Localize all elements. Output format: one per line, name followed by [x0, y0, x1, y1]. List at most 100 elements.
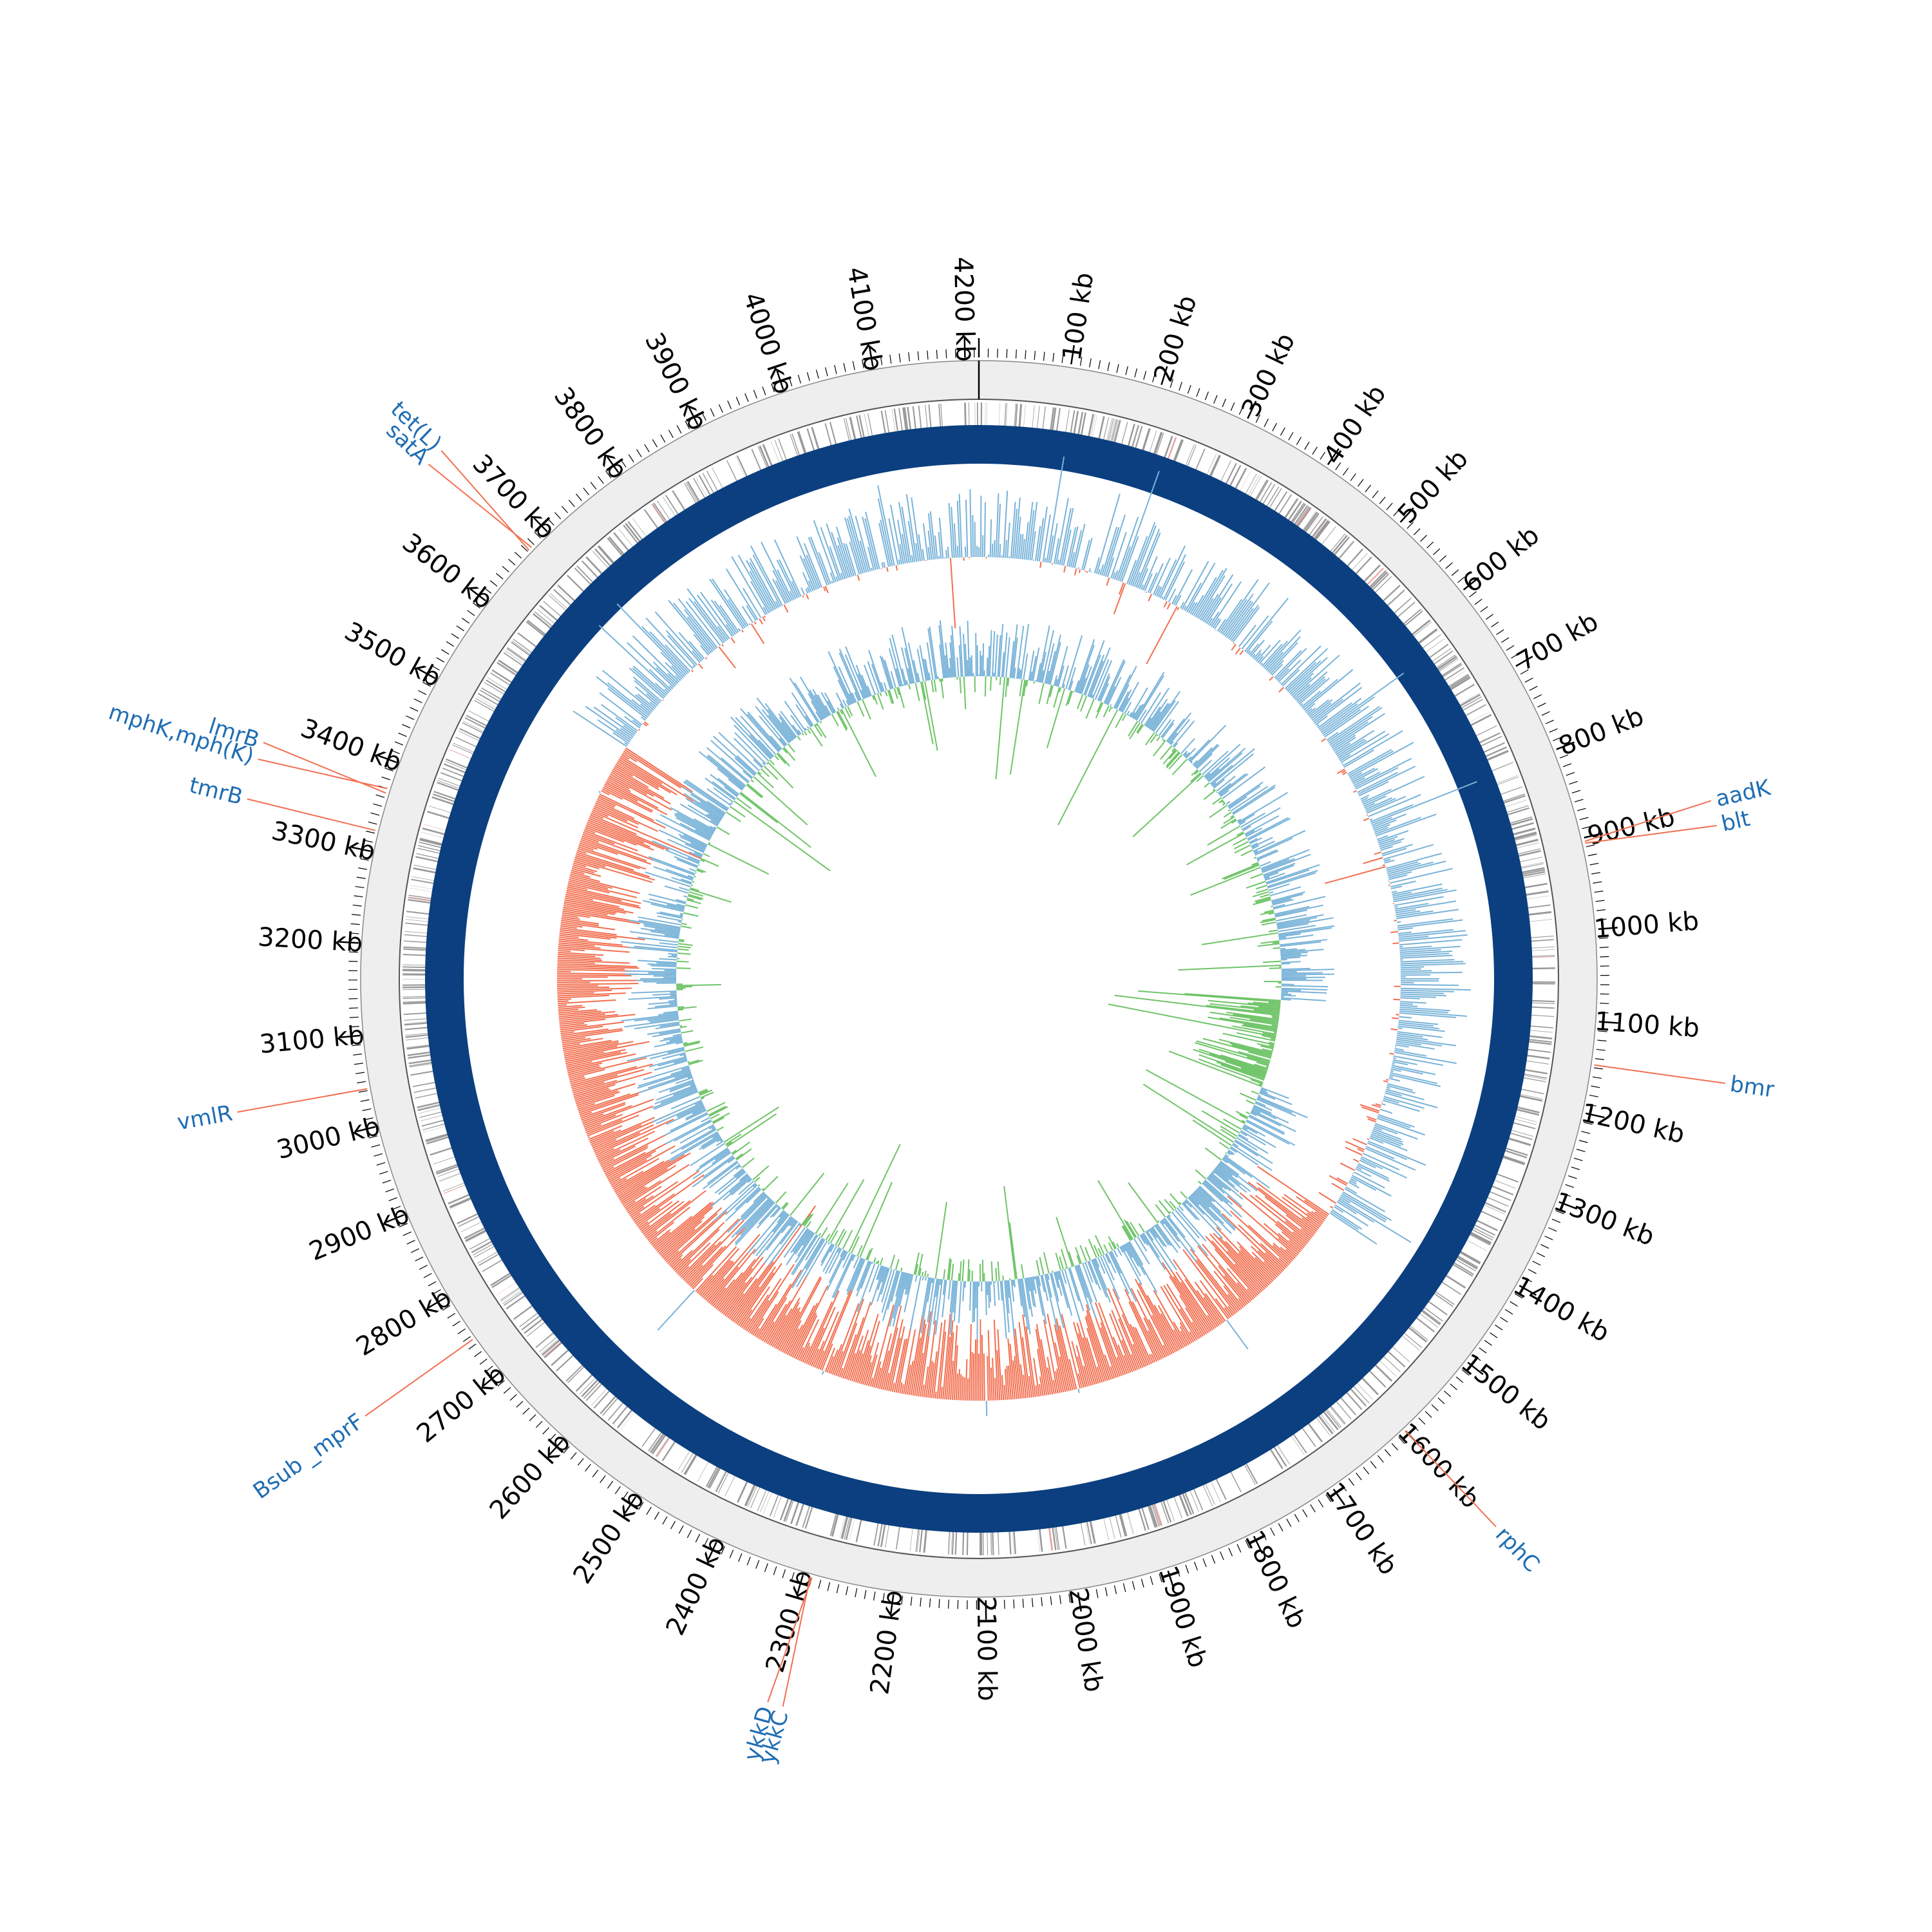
gc-skew-bar — [1234, 844, 1251, 854]
gc-content-bar — [1146, 1294, 1178, 1352]
gc-skew-bar — [838, 649, 862, 701]
gc-skew-bar — [1229, 1147, 1237, 1153]
gc-skew-bar — [643, 923, 681, 931]
minor-tick — [1490, 1332, 1498, 1338]
gc-skew-bar — [1164, 1217, 1179, 1236]
gc-skew-bar — [1249, 1114, 1285, 1133]
gc-skew-bar — [744, 1195, 768, 1220]
gc-content-bar — [916, 1352, 924, 1396]
gc-content-bar — [1209, 611, 1220, 627]
minor-tick — [1426, 541, 1434, 549]
gc-skew-bar — [1138, 990, 1281, 1003]
gc-content-bar — [837, 537, 851, 578]
gc-content-bar — [1038, 1384, 1042, 1396]
gc-content-bar — [1016, 516, 1021, 559]
gc-content-bar — [1334, 743, 1351, 753]
gc-content-bar — [1048, 535, 1054, 564]
gc-skew-bar — [1048, 634, 1061, 685]
gc-content-bar — [1390, 1070, 1394, 1072]
major-tick — [797, 1575, 804, 1594]
gc-skew-bar — [1068, 1267, 1080, 1302]
gc-content-bar — [557, 972, 638, 975]
gc-skew-bar — [901, 668, 907, 685]
gc-skew-bar — [1280, 948, 1298, 951]
gc-content-bar — [781, 1278, 822, 1353]
gc-content-bar — [1387, 1083, 1413, 1091]
gc-content-bar — [570, 873, 600, 882]
gc-skew-bar — [683, 793, 723, 819]
gc-skew-bar — [1251, 1090, 1260, 1095]
gc-content-bar — [755, 1303, 777, 1338]
gc-content-bar — [1361, 1156, 1408, 1179]
minor-tick — [1568, 1175, 1577, 1179]
gc-content-bar — [1387, 860, 1446, 876]
gc-content-bar — [831, 580, 833, 584]
gc-content-bar — [1036, 518, 1045, 562]
gc-skew-bar — [1256, 849, 1277, 860]
gc-skew-bar — [739, 1173, 748, 1181]
gc-content-bar — [557, 980, 647, 981]
gc-skew-bar — [681, 1066, 690, 1070]
gc-content-bar — [569, 1075, 585, 1081]
gc-skew-bar — [647, 1005, 677, 1010]
minor-tick — [375, 794, 385, 798]
gc-skew-bar — [993, 1281, 996, 1306]
minor-tick — [678, 1525, 684, 1534]
gc-content-bar — [598, 791, 601, 793]
gc-content-bar — [1359, 1104, 1380, 1112]
gc-skew-bar — [891, 634, 906, 686]
gc-content-bar — [1341, 770, 1347, 774]
gc-skew-bar — [713, 1182, 756, 1222]
gc-skew-bar — [1237, 1135, 1269, 1154]
gc-content-bar — [1128, 1302, 1158, 1362]
gc-skew-bar — [762, 762, 766, 766]
gc-content-bar — [618, 1168, 668, 1199]
gc-skew-bar — [1260, 940, 1280, 944]
gc-skew-bar — [1158, 719, 1172, 736]
gc-skew-bar — [735, 1198, 772, 1236]
minor-tick — [729, 1549, 734, 1558]
gc-content-bar — [635, 694, 654, 711]
gc-skew-bar — [949, 642, 954, 677]
gc-skew-bar — [1012, 637, 1018, 679]
gc-content-bar — [807, 1327, 825, 1365]
gc-skew-bar — [906, 1273, 913, 1295]
gc-content-bar — [1304, 1199, 1329, 1217]
gc-content-bar — [1229, 607, 1254, 641]
gc-skew-bar — [1256, 888, 1269, 894]
gc-skew-bar — [688, 891, 704, 897]
gc-skew-bar — [897, 687, 905, 708]
gc-skew-bar — [659, 814, 710, 841]
gc-skew-bar — [881, 656, 893, 690]
gc-skew-bar — [943, 1269, 946, 1280]
gc-skew-bar — [851, 692, 857, 703]
gc-skew-bar — [1030, 1276, 1035, 1291]
gc-skew-bar — [1024, 1278, 1030, 1310]
gc-content-bar — [1189, 602, 1198, 614]
gc-skew-bar — [924, 659, 930, 681]
gc-skew-bar — [1220, 1128, 1236, 1140]
gc-content-bar — [753, 1328, 760, 1337]
gc-skew-bar — [1188, 739, 1210, 762]
gc-skew-bar — [1204, 1179, 1233, 1206]
gc-skew-bar — [923, 658, 929, 681]
gc-skew-bar — [920, 681, 934, 744]
gc-skew-bar — [951, 1264, 954, 1281]
gc-skew-bar — [1223, 1118, 1242, 1130]
gc-skew-bar — [1239, 820, 1246, 826]
minor-tick — [1187, 384, 1191, 394]
gc-skew-bar — [1248, 1051, 1271, 1059]
annotation-leader-line — [263, 741, 386, 794]
gc-content-bar — [1386, 861, 1419, 871]
gc-content-bar — [557, 986, 609, 989]
gc-content-bar — [557, 969, 639, 972]
gc-skew-bar — [833, 666, 852, 705]
gc-content-bar — [903, 1329, 916, 1394]
gc-skew-bar — [652, 993, 677, 996]
gc-content-bar — [1166, 602, 1171, 610]
gc-content-bar — [1053, 538, 1060, 564]
minor-tick — [549, 1434, 556, 1441]
gc-skew-bar — [740, 1200, 773, 1236]
gc-skew-bar — [1260, 918, 1276, 923]
gc-content-bar — [1298, 677, 1330, 705]
